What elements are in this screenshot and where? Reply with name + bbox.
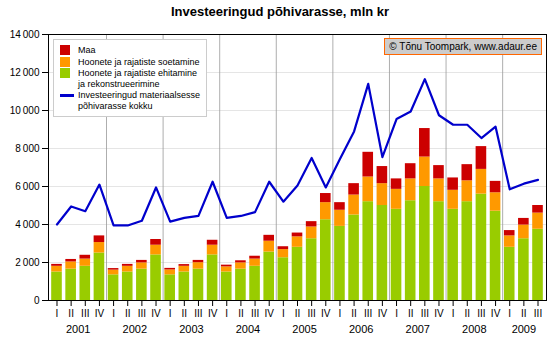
svg-text:III: III (251, 308, 259, 319)
svg-text:12 000: 12 000 (10, 67, 40, 78)
svg-text:III: III (477, 308, 485, 319)
svg-text:IV: IV (434, 308, 444, 319)
svg-text:III: III (307, 308, 315, 319)
svg-text:2005: 2005 (292, 323, 316, 335)
svg-text:10 000: 10 000 (10, 105, 40, 116)
svg-text:0: 0 (34, 295, 40, 306)
svg-text:2008: 2008 (462, 323, 486, 335)
svg-text:2002: 2002 (123, 323, 147, 335)
svg-text:II: II (125, 308, 131, 319)
svg-text:IV: IV (491, 308, 501, 319)
svg-text:III: III (534, 308, 542, 319)
svg-text:2007: 2007 (406, 323, 430, 335)
svg-text:II: II (464, 308, 470, 319)
svg-text:2006: 2006 (349, 323, 373, 335)
svg-text:IV: IV (151, 308, 161, 319)
svg-text:4 000: 4 000 (15, 219, 40, 230)
svg-text:I: I (112, 308, 115, 319)
svg-text:II: II (408, 308, 414, 319)
svg-text:2003: 2003 (179, 323, 203, 335)
svg-text:II: II (295, 308, 301, 319)
svg-text:I: I (225, 308, 228, 319)
svg-text:I: I (169, 308, 172, 319)
svg-text:III: III (138, 308, 146, 319)
svg-text:IV: IV (208, 308, 218, 319)
svg-text:I: I (339, 308, 342, 319)
svg-text:III: III (364, 308, 372, 319)
svg-text:I: I (452, 308, 455, 319)
svg-text:II: II (182, 308, 188, 319)
svg-text:14 000: 14 000 (10, 29, 40, 40)
svg-text:III: III (421, 308, 429, 319)
svg-text:8 000: 8 000 (15, 143, 40, 154)
svg-text:2 000: 2 000 (15, 257, 40, 268)
svg-text:IV: IV (264, 308, 274, 319)
svg-text:I: I (508, 308, 511, 319)
svg-text:2001: 2001 (66, 323, 90, 335)
svg-text:II: II (68, 308, 74, 319)
svg-text:6 000: 6 000 (15, 181, 40, 192)
html-text:Investeeringud põhivarasse, ml: Investeeringud põhivarasse, mln kr (170, 4, 390, 19)
html-text:Investeeringud materiaalsesse: Investeeringud materiaalsesse põhivarass… (78, 90, 201, 111)
html-text:Hoonete ja rajatiste soetamine: Hoonete ja rajatiste soetamine (78, 56, 200, 67)
svg-text:IV: IV (321, 308, 331, 319)
svg-text:IV: IV (95, 308, 105, 319)
svg-text:II: II (351, 308, 357, 319)
svg-text:I: I (56, 308, 59, 319)
svg-text:III: III (194, 308, 202, 319)
svg-text:IV: IV (378, 308, 388, 319)
svg-text:III: III (81, 308, 89, 319)
svg-text:I: I (395, 308, 398, 319)
svg-text:2004: 2004 (236, 323, 260, 335)
svg-text:II: II (238, 308, 244, 319)
svg-text:2009: 2009 (512, 323, 536, 335)
html-text:Hoonete ja rajatiste ehitamine: Hoonete ja rajatiste ehitamine ja rekons… (78, 68, 198, 89)
html-text:© Tõnu Toompark, www.adaur.ee: © Tõnu Toompark, www.adaur.ee (389, 41, 537, 52)
svg-text:I: I (282, 308, 285, 319)
html-text:Maa: Maa (78, 45, 96, 55)
svg-text:II: II (521, 308, 527, 319)
